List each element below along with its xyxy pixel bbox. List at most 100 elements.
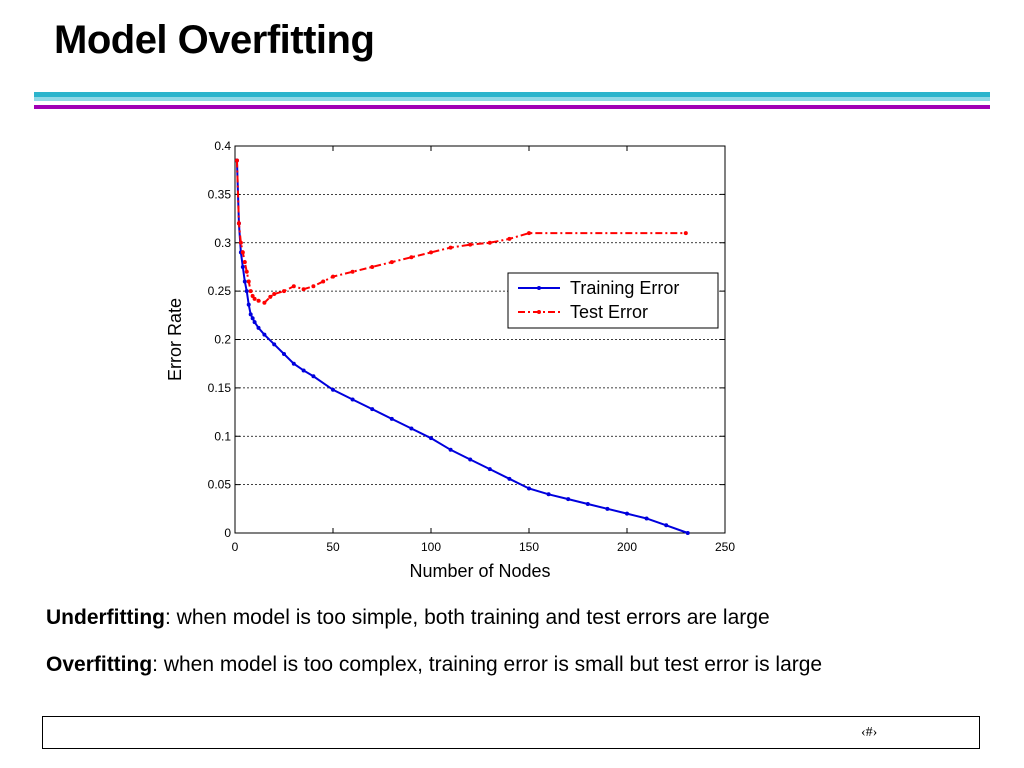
series-1-point-0 [234,158,239,163]
series-1-point-7 [248,289,253,294]
x-axis-label: Number of Nodes [409,561,550,581]
series-1-point-29 [527,231,531,236]
header-rule-teal-light [34,97,990,101]
y-tick-label-4: 0.2 [214,333,231,347]
series-0-point-30 [585,501,590,506]
series-1-point-16 [301,287,306,292]
series-0-point-21 [409,426,414,431]
y-tick-label-6: 0.3 [214,236,231,250]
series-1-point-18 [321,279,326,284]
series-1-point-9 [252,296,257,301]
header-rule-teal [34,92,990,97]
series-1-point-1 [236,221,241,226]
series-0-point-14 [291,361,296,366]
series-1-point-22 [389,260,394,265]
series-0-point-17 [331,387,335,392]
series-1-point-23 [409,255,414,260]
series-1-point-2 [238,240,243,245]
header-rule-magenta [34,105,990,109]
y-tick-label-1: 0.05 [208,478,232,492]
series-line-0 [235,160,689,534]
series-0-point-4 [242,279,247,284]
y-tick-label-7: 0.35 [208,187,232,201]
series-1-point-24 [429,250,433,255]
series-0-point-23 [448,447,453,452]
x-tick-label-1: 50 [326,540,340,554]
x-tick-label-4: 200 [617,540,637,554]
x-tick-label-5: 250 [715,540,735,554]
series-1-point-3 [240,250,245,255]
series-1-point-13 [272,292,277,297]
series-0-point-7 [248,312,253,317]
series-0-point-26 [507,476,512,481]
series-1-point-17 [311,284,316,289]
y-tick-label-8: 0.4 [214,139,231,153]
series-0-point-13 [282,352,286,357]
series-1-point-21 [370,264,375,269]
x-tick-label-3: 150 [519,540,539,554]
caption-overfitting: Overfitting: when model is too complex, … [46,653,822,677]
y-tick-label-0: 0 [224,526,231,540]
series-1-point-8 [250,293,255,298]
series-1-point-15 [291,284,296,289]
series-0-point-19 [370,407,375,412]
series-0-point-16 [311,374,316,379]
series-1-point-27 [487,240,492,245]
x-tick-label-2: 100 [421,540,441,554]
caption-text-underfitting: : when model is too simple, both trainin… [164,606,770,629]
series-0-point-3 [240,264,245,269]
caption-term-underfitting: Underfitting [46,606,165,629]
series-1-point-12 [268,294,273,299]
series-0-point-33 [644,516,649,521]
series-0-point-8 [250,316,255,321]
series-0-point-29 [566,497,571,502]
y-tick-label-5: 0.25 [208,284,232,298]
series-0-point-34 [664,523,669,528]
legend-label-0: Training Error [570,278,679,298]
series-1-point-30 [683,231,688,236]
series-1-point-14 [282,289,286,294]
series-0-point-10 [256,325,261,330]
series-1-point-25 [448,245,453,250]
series-1-point-4 [242,260,247,265]
series-0-point-27 [527,486,531,491]
series-0-point-11 [262,332,267,337]
series-0-point-31 [605,506,610,511]
series-0-point-6 [246,302,251,307]
series-0-point-12 [272,342,277,347]
error-rate-chart: 0 0.05 0.1 0.15 0.2 0.25 0.3 0.35 0.4 0 50 100 150 20… [150,128,750,588]
x-tick-label-0: 0 [232,540,239,554]
series-1-point-19 [331,274,335,279]
y-tick-label-3: 0.15 [208,381,232,395]
footer-box: ‹#› [42,716,980,749]
series-1-point-6 [246,279,251,284]
legend-marker-0 [537,286,541,290]
series-1-point-11 [262,300,267,305]
y-axis-label: Error Rate [165,298,185,381]
series-1-point-20 [350,269,355,274]
series-0-point-18 [350,397,355,402]
series-0-point-28 [546,492,551,497]
caption-underfitting: Underfitting: when model is too simple, … [46,606,770,630]
chart-svg: 0 0.05 0.1 0.15 0.2 0.25 0.3 0.35 0.4 0 50 100 150 20… [165,139,735,581]
slide-title: Model Overfitting [54,18,375,62]
series-0-point-25 [487,467,492,472]
caption-text-overfitting: : when model is too complex, training er… [152,653,823,676]
slide-number: ‹#› [861,725,878,740]
legend-box [507,272,719,329]
series-0-point-9 [252,320,257,325]
series-0-point-24 [468,457,473,462]
series-0-point-32 [625,511,629,516]
caption-term-overfitting: Overfitting [46,653,153,676]
series-1-point-5 [244,269,249,274]
series-0-point-22 [429,436,433,441]
legend-marker-1 [537,310,541,314]
series-1-point-10 [256,298,261,303]
legend-label-1: Test Error [570,302,648,322]
series-0-point-15 [301,368,306,373]
series-0-point-35 [685,531,690,535]
series-1-point-28 [507,236,512,241]
series-0-point-20 [389,416,394,421]
series-1-point-26 [468,242,473,247]
y-tick-label-2: 0.1 [214,429,231,443]
